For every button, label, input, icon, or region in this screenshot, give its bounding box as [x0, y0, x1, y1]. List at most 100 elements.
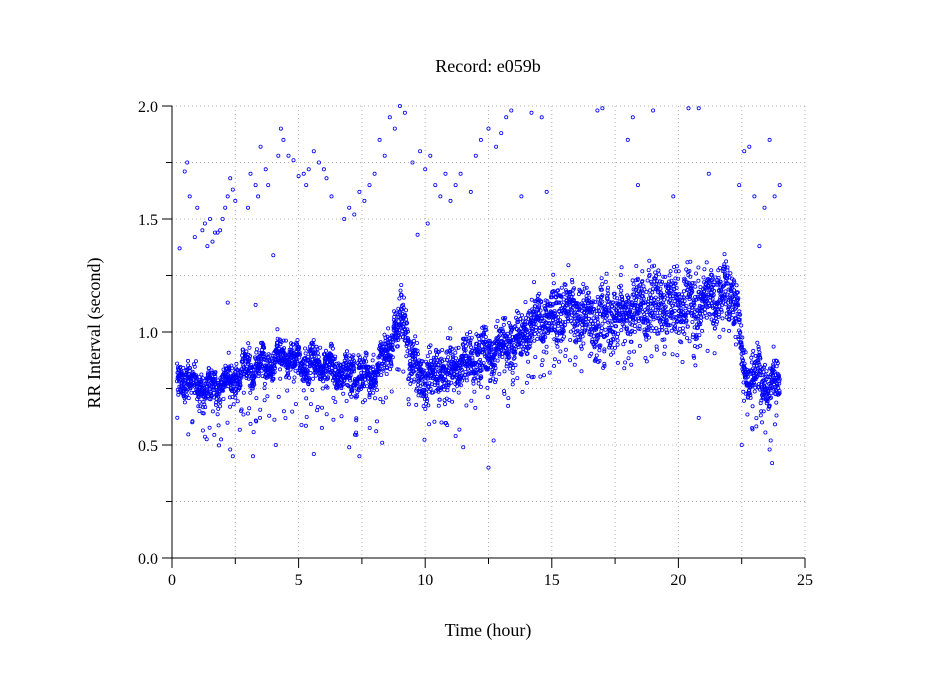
rr-point [297, 350, 302, 355]
rr-outlier-point [739, 442, 744, 447]
rr-point [771, 362, 776, 367]
rr-point [544, 350, 549, 355]
rr-point [275, 327, 280, 332]
rr-point [595, 309, 600, 314]
rr-point [475, 370, 480, 375]
rr-outlier-point [696, 106, 701, 111]
rr-point [682, 298, 687, 303]
rr-point [448, 350, 453, 355]
rr-point [523, 322, 528, 327]
gridlines [171, 105, 806, 559]
rr-point [247, 406, 252, 411]
rr-point [411, 379, 416, 384]
rr-point [428, 386, 433, 391]
rr-point [718, 279, 723, 284]
rr-point [386, 326, 391, 331]
rr-point [610, 304, 615, 309]
rr-point [542, 373, 547, 378]
rr-point [743, 350, 748, 355]
rr-point [425, 376, 430, 381]
rr-point [448, 336, 453, 341]
rr-outlier-point [230, 454, 235, 459]
rr-point [580, 290, 585, 295]
rr-point [344, 356, 349, 361]
rr-point [332, 356, 337, 361]
rr-outlier-point [258, 144, 263, 149]
rr-point [299, 422, 304, 427]
rr-point [493, 377, 498, 382]
rr-point [757, 382, 762, 387]
rr-point [389, 362, 394, 367]
rr-point [752, 389, 757, 394]
rr-point [361, 381, 366, 386]
rr-point [247, 358, 252, 363]
rr-point [537, 303, 542, 308]
rr-point [722, 293, 727, 298]
rr-point [463, 340, 468, 345]
rr-outlier-point [747, 144, 752, 149]
rr-point [529, 324, 534, 329]
rr-point [498, 348, 503, 353]
rr-point [733, 342, 738, 347]
rr-point [750, 427, 755, 432]
rr-point [481, 330, 486, 335]
rr-point [633, 316, 638, 321]
rr-point [241, 412, 246, 417]
rr-point [757, 352, 762, 357]
rr-point [364, 359, 369, 364]
rr-point [478, 384, 483, 389]
rr-point [709, 272, 714, 277]
rr-point [618, 304, 623, 309]
rr-point [680, 326, 685, 331]
rr-point [647, 335, 652, 340]
rr-point [339, 378, 344, 383]
rr-point [507, 348, 512, 353]
rr-point [570, 292, 575, 297]
rr-point [441, 378, 446, 383]
rr-outlier-point [696, 415, 701, 420]
rr-point [596, 324, 601, 329]
rr-outlier-point [453, 433, 458, 438]
rr-point [578, 337, 583, 342]
rr-point [464, 378, 469, 383]
rr-point [665, 330, 670, 335]
rr-outlier-point [418, 149, 423, 154]
rr-point [619, 328, 624, 333]
rr-point [658, 310, 663, 315]
rr-point [566, 263, 571, 268]
rr-outlier-point [357, 454, 362, 459]
rr-point [503, 315, 508, 320]
rr-point [467, 362, 472, 367]
rr-point [683, 314, 688, 319]
rr-point [659, 282, 664, 287]
rr-outlier-point [757, 244, 762, 249]
rr-point [532, 280, 537, 285]
rr-outlier-point [770, 461, 775, 466]
rr-point [262, 386, 267, 391]
rr-outlier-point [458, 171, 463, 176]
rr-outlier-point [397, 104, 402, 109]
rr-outlier-point [347, 205, 352, 210]
rr-point [497, 371, 502, 376]
rr-point [687, 268, 692, 273]
rr-point [761, 394, 766, 399]
rr-point [647, 258, 652, 263]
rr-point [463, 344, 468, 349]
rr-point [688, 259, 693, 264]
rr-point [415, 374, 420, 379]
axes: 0 5 10 15 20 25 0.0 0.5 1.0 1.5 2.0 [138, 99, 813, 589]
rr-point [456, 390, 461, 395]
rr-point [579, 289, 584, 294]
rr-point [572, 362, 577, 367]
rr-point [704, 260, 709, 265]
rr-point [644, 316, 649, 321]
rr-point [206, 366, 211, 371]
rr-point [435, 382, 440, 387]
rr-point [433, 371, 438, 376]
rr-point [248, 390, 253, 395]
rr-point [292, 375, 297, 380]
rr-point [556, 338, 561, 343]
rr-point [771, 372, 776, 377]
rr-point [406, 397, 411, 402]
